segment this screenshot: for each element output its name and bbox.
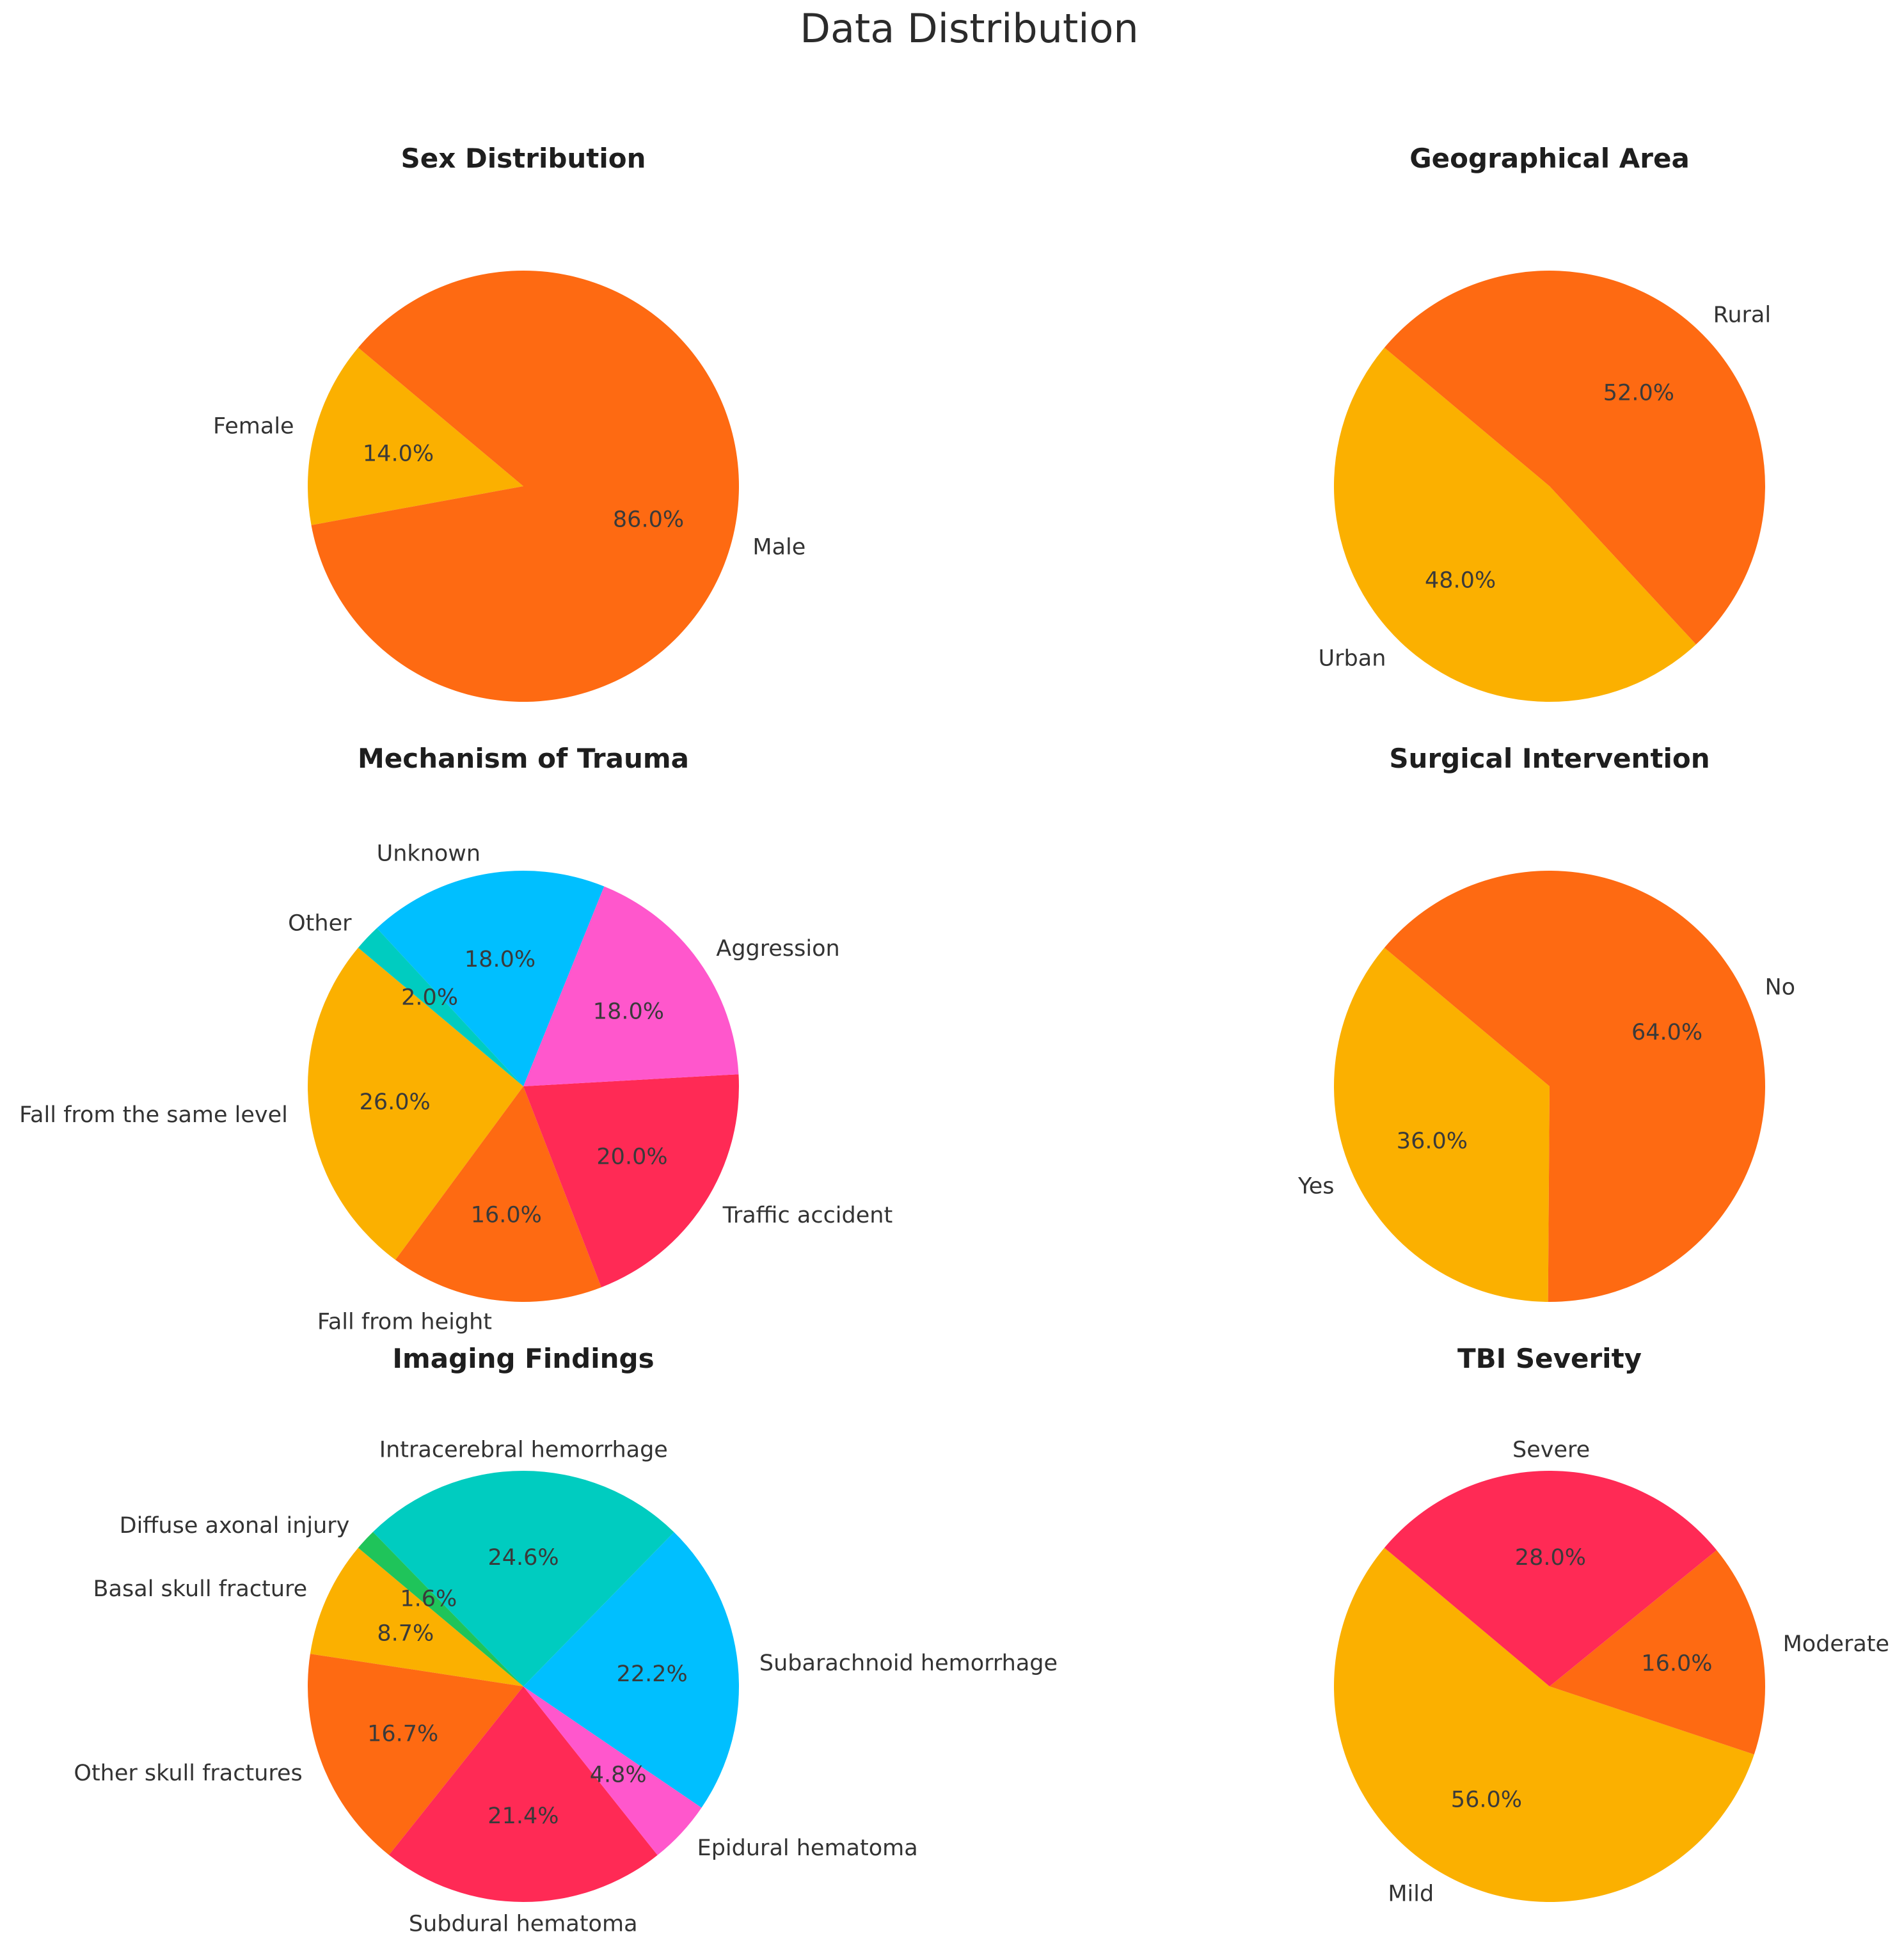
slice-label-basal-skull-fracture: Basal skull fracture <box>93 1576 308 1602</box>
pct-label-other-skull-fractures: 16.7% <box>367 1722 438 1747</box>
pie-slice-epidural-hematoma <box>523 1686 702 1855</box>
slice-label-male: Male <box>752 535 805 560</box>
slice-label-intracerebral-hemorrhage: Intracerebral hemorrhage <box>379 1437 668 1462</box>
pie-slice-basal-skull-fracture <box>310 1548 523 1686</box>
slice-label-severe: Severe <box>1512 1437 1590 1462</box>
pct-label-urban: 48.0% <box>1425 567 1496 593</box>
pie-slice-severe <box>1384 1470 1717 1686</box>
pct-label-subarachnoid-hemorrhage: 22.2% <box>617 1661 688 1687</box>
slice-label-subarachnoid-hemorrhage: Subarachnoid hemorrhage <box>759 1651 1058 1676</box>
chart-title-imaging-findings: Imaging Findings <box>392 1343 654 1374</box>
slice-label-diffuse-axonal-injury: Diffuse axonal injury <box>120 1513 350 1539</box>
slice-label-moderate: Moderate <box>1783 1631 1889 1657</box>
pie-slice-rural <box>1384 271 1765 645</box>
pct-label-mild: 56.0% <box>1451 1787 1522 1813</box>
pct-label-other: 2.0% <box>401 985 458 1011</box>
pie-slice-urban <box>1333 347 1696 702</box>
pie-slice-fall-from-the-same-level <box>307 947 523 1260</box>
pie-slice-moderate <box>1550 1550 1765 1755</box>
chart-title-geographical-area: Geographical Area <box>1409 143 1690 174</box>
slice-label-aggression: Aggression <box>716 936 839 962</box>
pct-label-male: 86.0% <box>613 507 684 533</box>
figure-title: Data Distribution <box>800 5 1139 52</box>
slice-label-other-skull-fractures: Other skull fractures <box>74 1761 302 1786</box>
pct-label-severe: 28.0% <box>1515 1545 1586 1571</box>
pie-slice-female <box>308 347 523 525</box>
pie-slice-aggression <box>523 886 739 1086</box>
slice-label-rural: Rural <box>1713 303 1772 328</box>
pct-label-fall-from-the-same-level: 26.0% <box>360 1089 431 1115</box>
pct-label-epidural-hematoma: 4.8% <box>590 1763 647 1788</box>
pct-label-moderate: 16.0% <box>1641 1651 1712 1677</box>
pct-label-fall-from-height: 16.0% <box>471 1202 542 1228</box>
slice-label-other: Other <box>288 910 352 936</box>
slice-label-fall-from-the-same-level: Fall from the same level <box>19 1102 288 1128</box>
pie-slice-traffic-accident <box>523 1074 739 1288</box>
slice-label-yes: Yes <box>1297 1174 1335 1200</box>
pie-slice-male <box>311 270 740 702</box>
pie-slice-yes <box>1333 947 1550 1302</box>
pie-tbi-severity: TBI Severity Mild 56.0% Moderate 16.0% Severe… <box>1333 1343 1889 1907</box>
pie-geographical-area: Geographical Area Urban 48.0% Rural 52.0% <box>1319 143 1772 702</box>
slice-label-subdural-hematoma: Subdural hematoma <box>409 1912 638 1937</box>
slice-label-mild: Mild <box>1388 1882 1434 1907</box>
pie-imaging-findings: Imaging Findings Basal skull fracture 8.7%… <box>74 1343 1058 1937</box>
pie-slice-diffuse-axonal-injury <box>358 1532 523 1686</box>
slice-label-unknown: Unknown <box>377 841 480 866</box>
slice-label-epidural-hematoma: Epidural hematoma <box>697 1835 918 1861</box>
pct-label-subdural-hematoma: 21.4% <box>488 1803 559 1829</box>
chart-title-surgical-intervention: Surgical Intervention <box>1389 743 1710 774</box>
slice-label-urban: Urban <box>1319 646 1386 672</box>
pie-slice-other-skull-fractures <box>308 1654 523 1855</box>
pie-slice-mild <box>1333 1548 1754 1902</box>
pie-slice-subarachnoid-hemorrhage <box>523 1532 740 1808</box>
pct-label-yes: 36.0% <box>1397 1129 1468 1154</box>
pie-slice-intracerebral-hemorrhage <box>372 1471 674 1686</box>
slice-label-fall-from-height: Fall from height <box>317 1309 492 1335</box>
pct-label-basal-skull-fracture: 8.7% <box>377 1621 434 1647</box>
pct-label-diffuse-axonal-injury: 1.6% <box>400 1586 457 1612</box>
pie-mechanism-of-trauma: Mechanism of Trauma Fall from the same le… <box>19 743 892 1335</box>
pct-label-unknown: 18.0% <box>464 947 536 972</box>
pie-slice-subdural-hematoma <box>388 1686 658 1902</box>
pct-label-aggression: 18.0% <box>593 999 664 1024</box>
pie-surgical-intervention: Surgical Intervention Yes 36.0% No 64.0% <box>1297 743 1795 1302</box>
slice-label-no: No <box>1765 975 1796 1001</box>
pct-label-traffic-accident: 20.0% <box>596 1145 667 1170</box>
pie-sex-distribution: Sex Distribution Female 14.0% Male 86.0% <box>213 143 805 702</box>
pie-slice-no <box>1384 870 1765 1302</box>
chart-title-mechanism-of-trauma: Mechanism of Trauma <box>358 743 689 774</box>
slice-label-female: Female <box>213 413 294 439</box>
pie-slice-unknown <box>377 871 605 1086</box>
slice-label-traffic-accident: Traffic accident <box>722 1203 893 1228</box>
chart-title-tbi-severity: TBI Severity <box>1457 1343 1642 1374</box>
pie-slice-other <box>358 928 523 1086</box>
pct-label-intracerebral-hemorrhage: 24.6% <box>488 1545 559 1571</box>
pct-label-rural: 52.0% <box>1603 381 1674 406</box>
pie-slice-fall-from-height <box>395 1086 601 1302</box>
pct-label-female: 14.0% <box>363 441 434 466</box>
chart-title-sex-distribution: Sex Distribution <box>401 143 646 174</box>
pct-label-no: 64.0% <box>1631 1020 1702 1045</box>
